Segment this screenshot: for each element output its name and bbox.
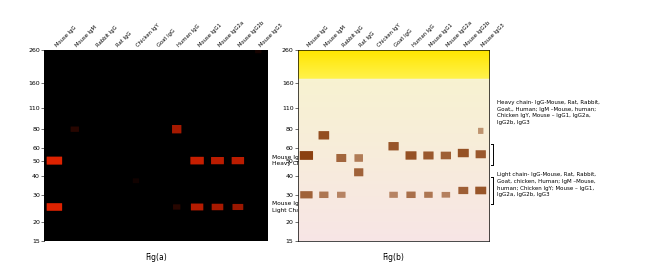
FancyBboxPatch shape <box>337 192 346 198</box>
FancyBboxPatch shape <box>354 154 363 162</box>
Text: Human IgG: Human IgG <box>411 24 436 48</box>
Text: Rabbit IgG: Rabbit IgG <box>341 25 365 48</box>
FancyBboxPatch shape <box>233 204 243 210</box>
FancyBboxPatch shape <box>300 151 313 160</box>
FancyBboxPatch shape <box>172 125 181 133</box>
Text: Mouse IgG: Mouse IgG <box>55 25 77 48</box>
FancyBboxPatch shape <box>458 149 469 157</box>
Text: Fig(b): Fig(b) <box>383 253 404 262</box>
Text: Mouse IgG2a: Mouse IgG2a <box>218 21 245 48</box>
FancyBboxPatch shape <box>47 203 62 211</box>
FancyBboxPatch shape <box>133 178 139 183</box>
FancyBboxPatch shape <box>212 204 224 210</box>
Text: Mouse IgG1: Mouse IgG1 <box>197 23 222 48</box>
Text: Mouse IgG1: Mouse IgG1 <box>428 23 454 48</box>
FancyBboxPatch shape <box>211 157 224 164</box>
Text: Mouse IgG: Mouse IgG <box>306 25 330 48</box>
Text: Mouse IgG2a: Mouse IgG2a <box>446 21 474 48</box>
FancyBboxPatch shape <box>255 48 261 53</box>
FancyBboxPatch shape <box>47 157 62 165</box>
FancyBboxPatch shape <box>231 157 244 164</box>
FancyBboxPatch shape <box>389 192 398 198</box>
Text: Mouse IgG
Light Chain: Mouse IgG Light Chain <box>272 201 304 213</box>
Text: Goat IgG: Goat IgG <box>393 29 413 48</box>
FancyBboxPatch shape <box>478 128 484 134</box>
Text: Goat IgG: Goat IgG <box>156 29 176 48</box>
Text: Mouse IgG3: Mouse IgG3 <box>481 23 506 48</box>
Text: Chicken IgY: Chicken IgY <box>376 23 402 48</box>
FancyBboxPatch shape <box>476 150 486 158</box>
Text: Heavy chain- IgG-Mouse, Rat, Rabbit,
Goat,, Human; IgM –Mouse, human;
Chicken Ig: Heavy chain- IgG-Mouse, Rat, Rabbit, Goa… <box>497 100 600 125</box>
Text: Rat IgG: Rat IgG <box>359 31 376 48</box>
FancyBboxPatch shape <box>406 192 415 198</box>
FancyBboxPatch shape <box>423 152 434 160</box>
FancyBboxPatch shape <box>441 192 450 198</box>
FancyBboxPatch shape <box>424 192 433 198</box>
FancyBboxPatch shape <box>441 152 451 159</box>
FancyBboxPatch shape <box>475 187 486 194</box>
FancyBboxPatch shape <box>389 142 398 151</box>
FancyBboxPatch shape <box>354 168 363 176</box>
FancyBboxPatch shape <box>300 191 313 198</box>
FancyBboxPatch shape <box>406 151 417 160</box>
FancyBboxPatch shape <box>190 157 204 165</box>
Text: Light chain- IgG-Mouse, Rat, Rabbit,
Goat, chicken, Human; IgM –Mouse,
human; Ch: Light chain- IgG-Mouse, Rat, Rabbit, Goa… <box>497 173 596 197</box>
Text: Rat IgG: Rat IgG <box>116 31 133 48</box>
Text: Mouse IgM: Mouse IgM <box>324 25 347 48</box>
FancyBboxPatch shape <box>336 154 346 162</box>
Text: Mouse IgG
Heavy Chain: Mouse IgG Heavy Chain <box>272 155 309 166</box>
FancyBboxPatch shape <box>458 187 468 194</box>
FancyBboxPatch shape <box>319 192 328 198</box>
FancyBboxPatch shape <box>191 204 203 210</box>
Text: Human IgG: Human IgG <box>177 24 202 48</box>
Text: Mouse IgG2b: Mouse IgG2b <box>238 21 266 48</box>
FancyBboxPatch shape <box>318 131 329 139</box>
Text: Fig(a): Fig(a) <box>146 253 167 262</box>
FancyBboxPatch shape <box>173 204 181 210</box>
Text: Chicken IgY: Chicken IgY <box>136 23 161 48</box>
Text: Mouse IgG2b: Mouse IgG2b <box>463 21 491 48</box>
Text: Rabbit IgG: Rabbit IgG <box>95 25 118 48</box>
FancyBboxPatch shape <box>71 126 79 132</box>
Text: Mouse IgG3: Mouse IgG3 <box>258 23 283 48</box>
Text: Mouse IgM: Mouse IgM <box>75 25 98 48</box>
